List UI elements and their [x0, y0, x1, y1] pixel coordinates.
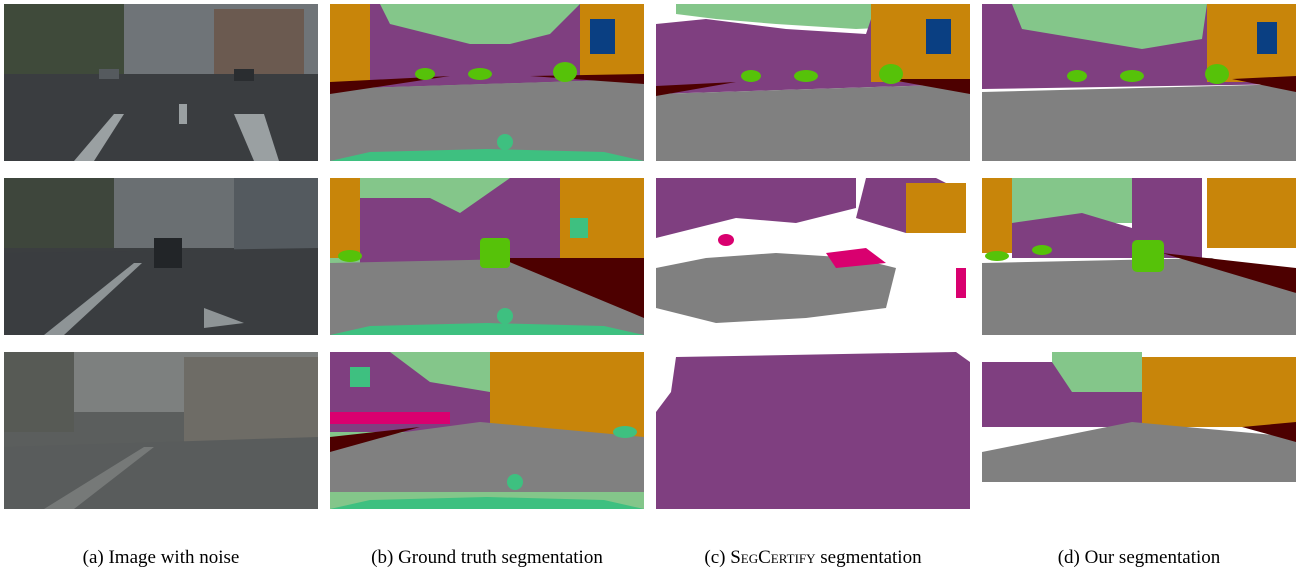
noisy-image-row-2 [4, 178, 318, 335]
caption-a: (a) Image with noise [82, 547, 240, 568]
caption-d: (d) Our segmentation [1057, 547, 1221, 568]
segcertify-row-1 [656, 4, 970, 161]
noisy-image-row-1 [4, 4, 318, 161]
caption-b: (b) Ground truth segmentation [371, 547, 603, 568]
segcertify-row-2 [656, 178, 970, 335]
segcertify-row-3 [656, 352, 970, 509]
ground-truth-row-1 [330, 4, 644, 161]
our-segmentation-row-2 [982, 178, 1296, 335]
our-segmentation-row-3 [982, 352, 1296, 509]
our-segmentation-row-1 [982, 4, 1296, 161]
noisy-image-row-3 [4, 352, 318, 509]
caption-c: (c) SegCertify segmentation [704, 547, 922, 568]
ground-truth-row-2 [330, 178, 644, 335]
ground-truth-row-3 [330, 352, 644, 509]
